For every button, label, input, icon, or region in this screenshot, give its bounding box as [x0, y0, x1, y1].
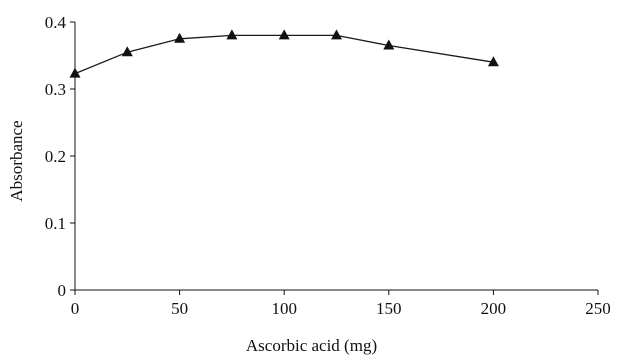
x-tick-label: 50 [171, 299, 188, 318]
x-axis-title: Ascorbic acid (mg) [246, 336, 377, 355]
data-point [487, 56, 499, 67]
x-tick-label: 0 [71, 299, 80, 318]
series-line [74, 34, 494, 75]
data-point [121, 46, 133, 57]
x-tick-label: 100 [271, 299, 297, 318]
data-point [383, 39, 395, 50]
x-tick-label: 200 [481, 299, 507, 318]
data-point [278, 29, 290, 40]
series-markers [69, 29, 499, 78]
y-tick-label: 0.4 [45, 13, 67, 32]
data-point [226, 29, 238, 40]
y-tick-label: 0.1 [45, 214, 66, 233]
data-point [174, 32, 186, 43]
y-axis-ticks: 0 0.1 0.2 0.3 0.4 [45, 13, 75, 300]
y-tick-label: 0.3 [45, 80, 66, 99]
x-axis-ticks: 0 50 100 150 200 250 [71, 290, 611, 318]
y-axis-title: Absorbance [7, 120, 26, 201]
y-tick-label: 0 [58, 281, 67, 300]
x-tick-label: 150 [376, 299, 402, 318]
x-tick-label: 250 [585, 299, 611, 318]
data-point [69, 67, 81, 78]
y-tick-label: 0.2 [45, 147, 66, 166]
data-point [331, 29, 342, 40]
